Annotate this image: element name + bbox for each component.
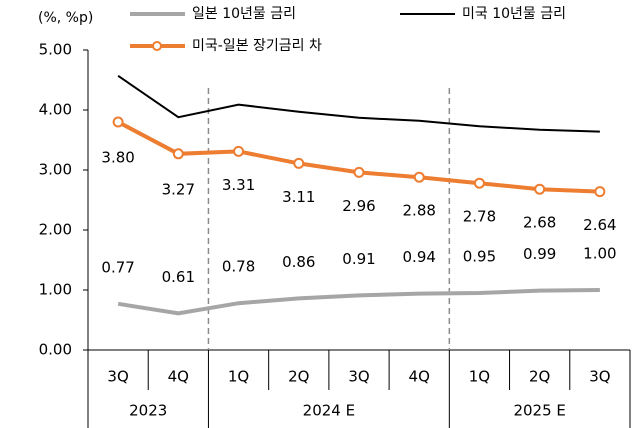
data-label: 3.80: [101, 149, 134, 167]
point: [172, 148, 184, 160]
data-label: 0.94: [403, 248, 436, 266]
data-label: 1.00: [583, 245, 616, 263]
data-label: 3.31: [222, 176, 255, 194]
data-label: 0.78: [222, 258, 255, 276]
data-label: 2.64: [583, 216, 616, 234]
data-label: 0.91: [342, 250, 375, 268]
data-label: 0.61: [162, 268, 195, 286]
x-tick-label: 3Q: [589, 368, 610, 386]
point: [534, 183, 546, 195]
group-label: 2025 E: [513, 402, 565, 420]
point: [413, 171, 425, 183]
y-tick-label: 5.00: [39, 41, 72, 59]
legend-label: 미국 10년물 금리: [462, 6, 566, 22]
y-tick-label: 0.00: [39, 341, 72, 359]
y-axis-label: (%, %p): [38, 10, 93, 26]
y-tick-label: 3.00: [39, 161, 72, 179]
data-label: 2.88: [403, 202, 436, 220]
line: [117, 288, 600, 316]
x-tick-label: 2Q: [288, 368, 309, 386]
x-tick-label: 4Q: [409, 368, 430, 386]
x-tick-label: 4Q: [168, 368, 189, 386]
x-tick-label: 1Q: [228, 368, 249, 386]
data-label: 2.68: [523, 214, 556, 232]
legend-marker: [152, 41, 162, 51]
legend-label: 미국-일본 장기금리 차: [192, 38, 322, 54]
line: [117, 74, 600, 133]
data-label: 2.78: [463, 208, 496, 226]
point: [594, 186, 606, 198]
point: [293, 157, 305, 169]
data-label: 3.11: [282, 188, 315, 206]
y-tick-label: 1.00: [39, 281, 72, 299]
x-tick-label: 3Q: [348, 368, 369, 386]
legend-label: 일본 10년물 금리: [192, 6, 296, 22]
data-label: 0.77: [101, 258, 134, 276]
x-tick-label: 2Q: [529, 368, 550, 386]
data-label: 0.99: [523, 245, 556, 263]
group-label: 2023: [129, 402, 167, 420]
y-tick-label: 4.00: [39, 101, 72, 119]
data-label: 0.95: [463, 248, 496, 266]
point: [112, 116, 124, 128]
y-tick-label: 2.00: [39, 221, 72, 239]
data-label: 2.96: [342, 197, 375, 215]
point: [233, 145, 245, 157]
data-label: 3.27: [162, 180, 195, 198]
x-tick-label: 3Q: [107, 368, 128, 386]
point: [353, 166, 365, 178]
group-label: 2024 E: [303, 402, 355, 420]
x-tick-label: 1Q: [469, 368, 490, 386]
data-label: 0.86: [282, 253, 315, 271]
point: [473, 177, 485, 189]
